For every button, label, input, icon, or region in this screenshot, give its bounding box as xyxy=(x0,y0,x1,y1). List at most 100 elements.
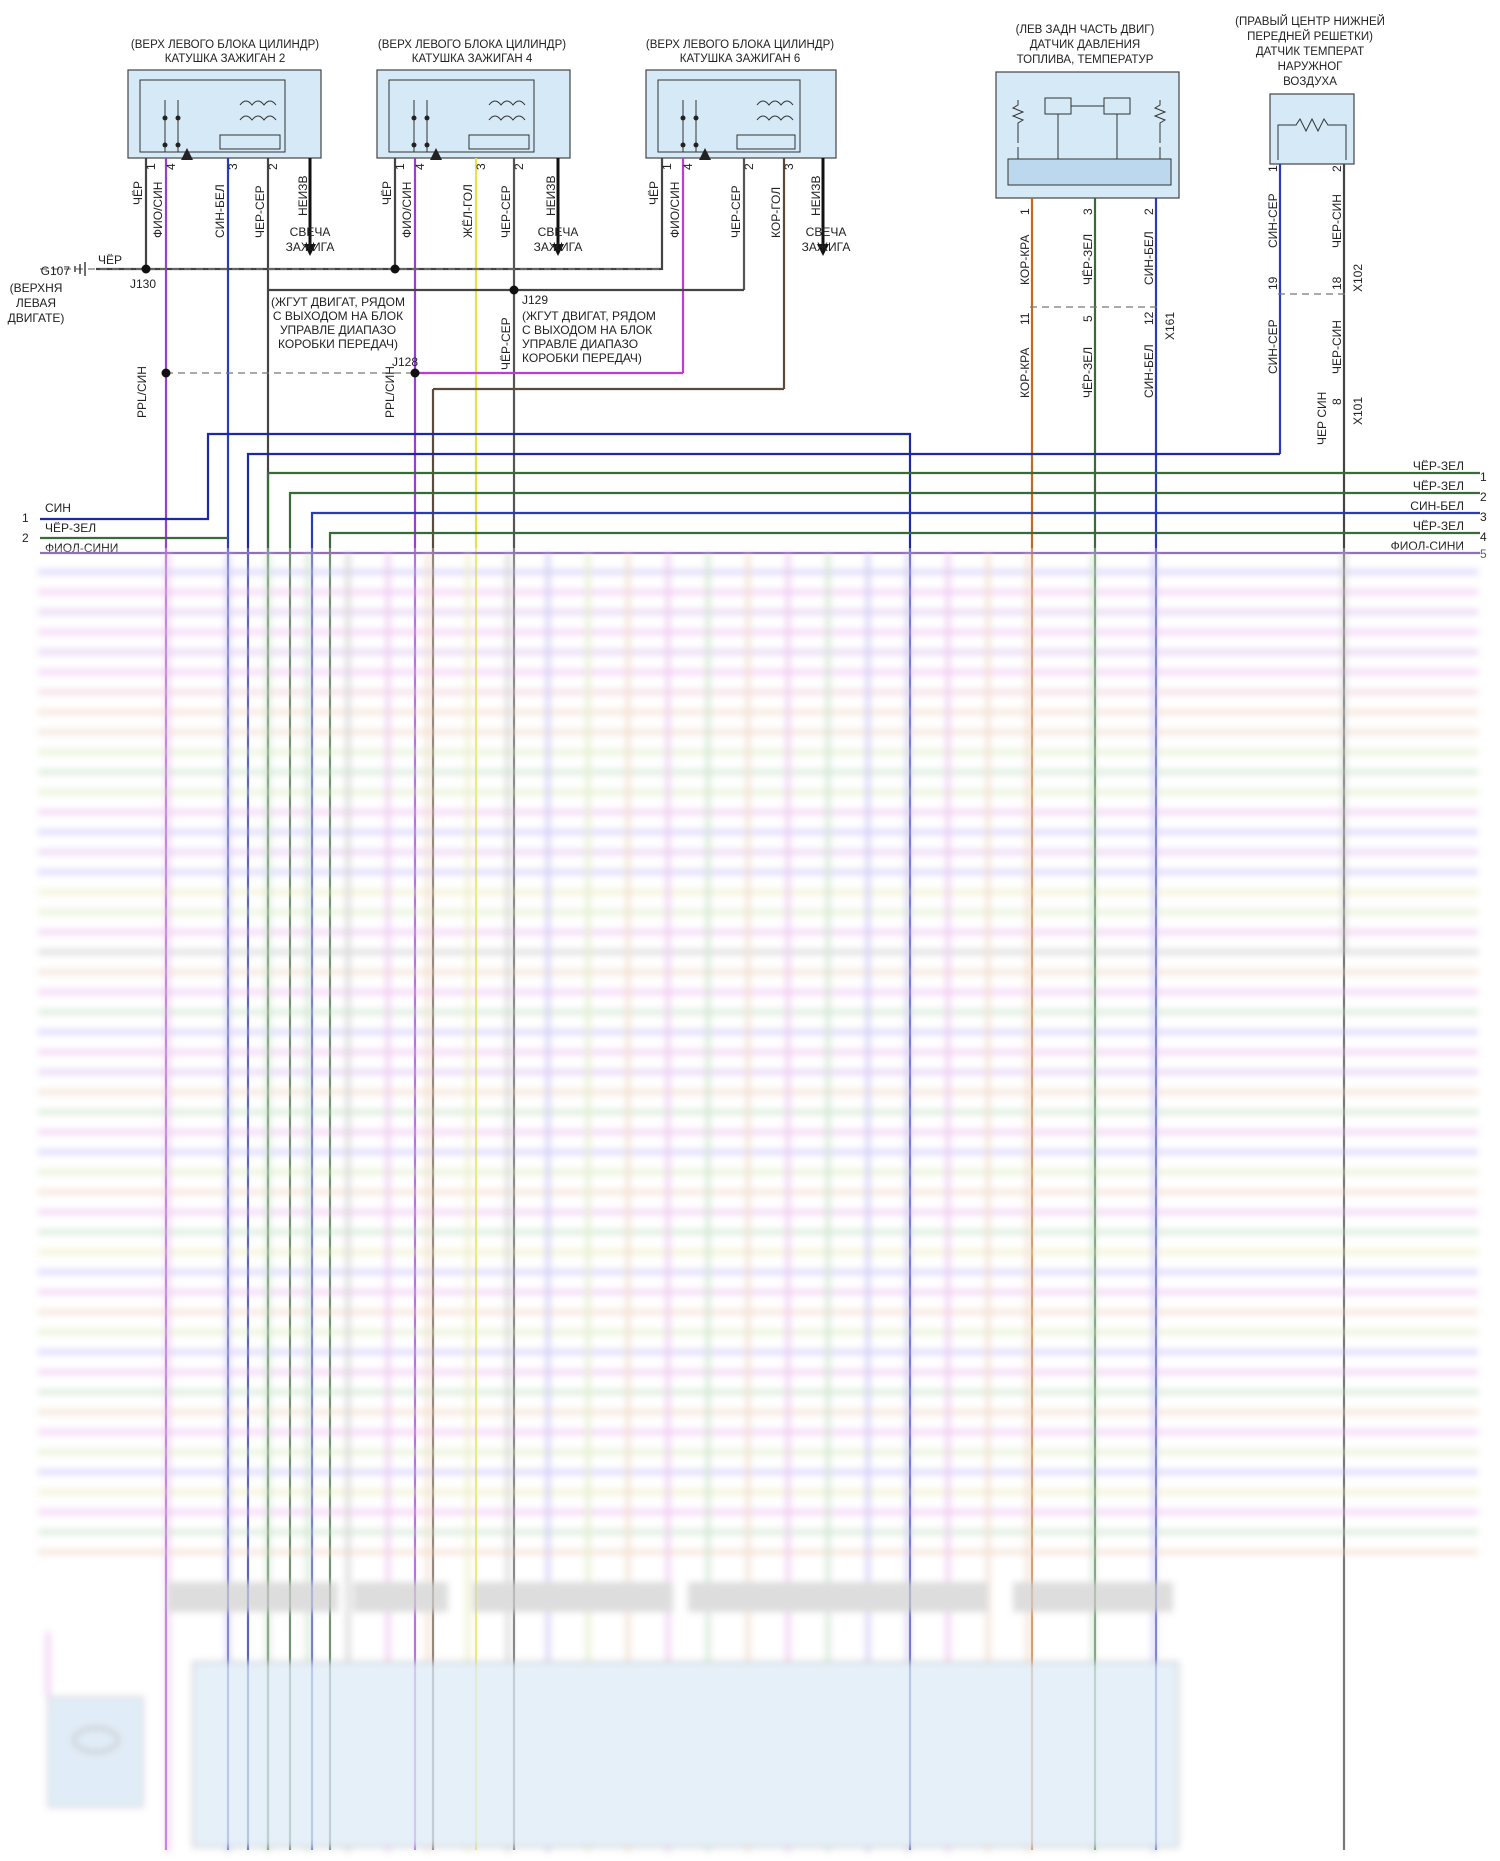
air-x101-wire: ЧЕР СИН xyxy=(1315,392,1329,445)
j128-splice xyxy=(410,368,420,378)
j130-splice xyxy=(141,264,151,274)
splice-labels: J130 J129 (ЖГУТ ДВИГАТ, РЯДОМ С ВЫХОДОМ … xyxy=(130,277,656,418)
fuel-pin2-wire: СИН-БЕЛ xyxy=(1142,231,1156,285)
air-x102-pin-b: 18 xyxy=(1330,276,1344,290)
fuel-pin3-num: 3 xyxy=(1081,208,1095,215)
coil-2-labels: ЧЁР 1 ФИО/СИН 4 СИН-БЕЛ 3 ЧЕР-СЕР 2 НЕИЗ… xyxy=(131,163,334,254)
ground-g107: G107 (ВЕРХНЯ ЛЕВАЯ ДВИГАТЕ) ЧЁР xyxy=(8,253,122,325)
j128-note-3: УПРАВЛЕ ДИАПАЗО xyxy=(280,323,396,337)
coil-2-pin3-num: 3 xyxy=(226,163,240,170)
coil-2-pin2-wire: ЧЕР-СЕР xyxy=(253,185,267,238)
right-row-2-label: ЧЁР-ЗЕЛ xyxy=(1413,479,1464,493)
j128-note-2: С ВЫХОДОМ НА БЛОК xyxy=(273,309,403,323)
coil-6-pin2-wire: ЧЕР-СЕР xyxy=(729,185,743,238)
coil-4-pin1-wire: ЧЁР xyxy=(380,181,394,205)
coil-4-pin2-wire: ЧЕР-СЕР xyxy=(499,185,513,238)
coil-6-pin1-num: 1 xyxy=(660,163,674,170)
ppl-sin-right: PPL/СИН xyxy=(383,366,397,418)
coil-6-pin2-num: 2 xyxy=(742,163,756,170)
j129-note-1: (ЖГУТ ДВИГАТ, РЯДОМ xyxy=(522,309,656,323)
coil-2-circuit xyxy=(139,79,286,153)
fuel-sensor-header-2: ДАТЧИК ДАВЛЕНИЯ xyxy=(1030,39,1141,51)
coil-6-header-2: КАТУШКА ЗАЖИГАН 6 xyxy=(680,53,800,65)
coil-4-spark-label-1: СВЕЧА xyxy=(538,225,579,239)
coil-2-diode-icon xyxy=(181,148,193,160)
left-row-labels: 1 СИН 2 ЧЁР-ЗЕЛ ФИОЛ-СИНИ xyxy=(22,501,118,555)
ground-loc-1: (ВЕРХНЯ xyxy=(10,281,63,295)
air-sensor-header-1: (ПРАВЫЙ ЦЕНТР НИЖНЕЙ xyxy=(1235,15,1385,28)
coil-6-pin1-wire: ЧЁР xyxy=(647,181,661,205)
ppl-sin-left: PPL/СИН xyxy=(135,366,149,418)
air-x102-pin-a: 19 xyxy=(1266,276,1280,290)
left-row-2-label: ЧЁР-ЗЕЛ xyxy=(45,521,96,535)
fuel-sensor-header-3: ТОПЛИВА, ТЕМПЕРАТУР xyxy=(1017,54,1154,66)
ignition-coil-4: (ВЕРХ ЛЕВОГО БЛОКА ЦИЛИНДР) КАТУШКА ЗАЖИ… xyxy=(376,39,571,160)
fuel-pressure-sensor: (ЛЕВ ЗАДН ЧАСТЬ ДВИГ) ДАТЧИК ДАВЛЕНИЯ ТО… xyxy=(995,24,1180,199)
ground-id: G107 xyxy=(41,264,71,278)
air-below-wire-b: ЧЕР-СИН xyxy=(1330,320,1344,374)
coil-2-spark-label-2: ЗАЖИГА xyxy=(286,240,335,254)
fuel-x161-pin-a: 11 xyxy=(1018,312,1032,325)
blurred-harness-area xyxy=(38,552,1478,1852)
left-row-2-num: 2 xyxy=(22,531,29,545)
coil-2-block xyxy=(127,69,322,159)
coil-4-pin3-num: 3 xyxy=(474,163,488,170)
ground-loc-2: ЛЕВАЯ xyxy=(16,296,56,310)
coil-4-spark-arrow-icon xyxy=(552,244,564,256)
air-pin1-num: 1 xyxy=(1266,165,1280,172)
j128-label: J128 xyxy=(392,355,418,369)
air-sensor-block xyxy=(1269,93,1355,165)
air-pin1-wire: СИН-СЕР xyxy=(1266,193,1280,248)
fuel-sensor-labels: КОР-КРА 1 ЧЁР-ЗЕЛ 3 СИН-БЕЛ 2 11 5 12 X1… xyxy=(1018,208,1177,398)
j129-label: J129 xyxy=(522,293,548,307)
air-sensor-header-4: НАРУЖНОГ xyxy=(1278,61,1344,73)
ground-loc-3: ДВИГАТЕ) xyxy=(8,311,65,325)
coil-4-header-2: КАТУШКА ЗАЖИГАН 4 xyxy=(412,53,533,65)
fuel-sensor-header-1: (ЛЕВ ЗАДН ЧАСТЬ ДВИГ) xyxy=(1016,24,1155,36)
coil-4-diode-icon xyxy=(430,148,442,160)
coil-6-spark-label-1: СВЕЧА xyxy=(806,225,847,239)
right-row-1-num: 1 xyxy=(1480,470,1487,484)
j128-note-1: (ЖГУТ ДВИГАТ, РЯДОМ xyxy=(271,295,405,309)
coil-6-pin4-wire: ФИО/СИН xyxy=(668,182,682,238)
air-sensor-header-2: ПЕРЕДНЕЙ РЕШЕТКИ) xyxy=(1247,30,1373,43)
left-row-1-label: СИН xyxy=(45,501,71,515)
coil-2-header-1: (ВЕРХ ЛЕВОГО БЛОКА ЦИЛИНДР) xyxy=(131,39,319,51)
coil-4-block xyxy=(376,69,571,159)
coil-4-circuit xyxy=(388,79,535,153)
ignition-coil-2: (ВЕРХ ЛЕВОГО БЛОКА ЦИЛИНДР) КАТУШКА ЗАЖИ… xyxy=(127,39,322,160)
coil-6-pin4-num: 4 xyxy=(681,163,695,170)
right-row-5-label: ФИОЛ-СИНИ xyxy=(1391,539,1464,553)
coil-6-pin3-num: 3 xyxy=(782,163,796,170)
fuel-below-wire-b: ЧЁР-ЗЕЛ xyxy=(1081,347,1095,398)
air-below-wire-a: СИН-СЕР xyxy=(1266,319,1280,374)
coil-6-diode-icon xyxy=(699,148,711,160)
air-pin2-wire: ЧЕР-СИН xyxy=(1330,194,1344,248)
fuel-pin2-num: 2 xyxy=(1142,208,1156,215)
splice-dots xyxy=(141,264,519,378)
j130-label: J130 xyxy=(130,277,156,291)
coil-6-spark-label-2: ЗАЖИГА xyxy=(802,240,851,254)
coil-4-pin1-num: 1 xyxy=(393,163,407,170)
right-row-labels: ЧЁР-ЗЕЛ 1 ЧЁР-ЗЕЛ 2 СИН-БЕЛ 3 ЧЁР-ЗЕЛ 4 … xyxy=(1391,459,1487,561)
right-row-3-num: 3 xyxy=(1480,510,1487,524)
coil-6-block xyxy=(645,69,837,159)
dashed-lines xyxy=(40,268,1346,374)
j129-note-3: УПРАВЛЕ ДИАПАЗО xyxy=(522,337,638,351)
fuel-pin1-wire: КОР-КРА xyxy=(1018,235,1032,285)
coil-2-pin2-num: 2 xyxy=(266,163,280,170)
left-row-1-num: 1 xyxy=(22,511,29,525)
coil-4-labels: ЧЁР 1 ФИО/СИН 4 ЖЁЛ-ГОЛ 3 ЧЕР-СЕР 2 НЕИЗ… xyxy=(380,163,582,254)
fuel-sensor-thermistor-icon xyxy=(1153,100,1167,143)
fuel-below-wire-a: КОР-КРА xyxy=(1018,348,1032,398)
coil-2-pin1-num: 1 xyxy=(144,163,158,170)
air-sensor-thermistor-icon xyxy=(1277,117,1347,160)
j129-wire-label: ЧЁР-СЕР xyxy=(499,317,513,370)
coil-6-header-1: (ВЕРХ ЛЕВОГО БЛОКА ЦИЛИНДР) xyxy=(646,39,834,51)
fuel-x161-pin-c: 12 xyxy=(1142,311,1156,325)
right-row-2-num: 2 xyxy=(1480,490,1487,504)
coil-4-spark-label-2: ЗАЖИГА xyxy=(534,240,583,254)
coil-4-pin4-wire: ФИО/СИН xyxy=(400,182,414,238)
coil-2-pin4-num: 4 xyxy=(164,163,178,170)
